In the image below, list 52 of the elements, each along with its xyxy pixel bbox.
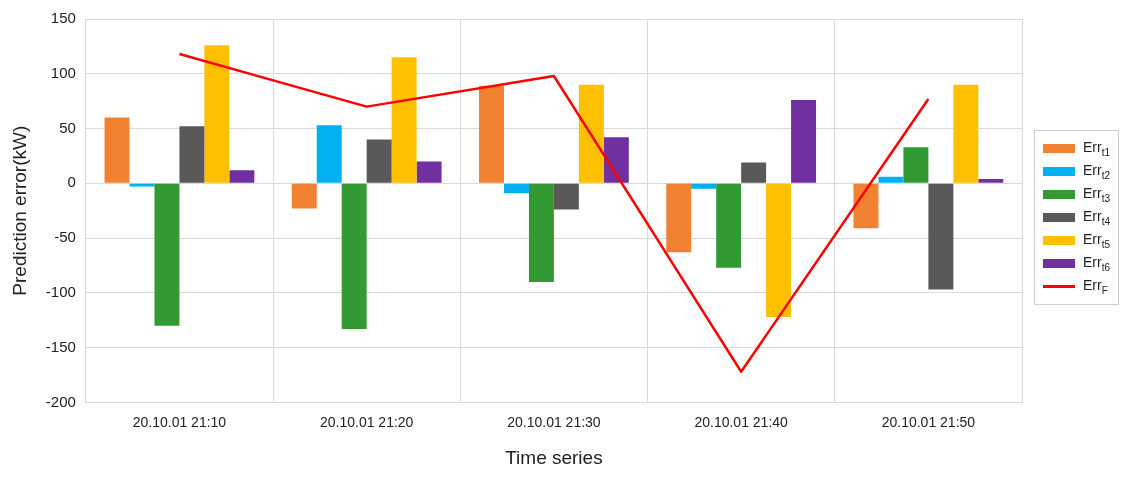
- y-tick-label: -150: [45, 337, 76, 355]
- legend-label: Err$_{t4}$: [1083, 208, 1111, 227]
- y-axis-title: Prediction error(kW): [8, 125, 30, 296]
- bar: [928, 183, 954, 290]
- legend-label: Err$_{t2}$: [1083, 162, 1111, 181]
- bar: [341, 183, 367, 330]
- bar: [716, 183, 742, 268]
- legend-label: Err$_{F}$: [1083, 277, 1108, 296]
- bar: [204, 45, 230, 183]
- bar: [603, 137, 629, 183]
- y-tick-label: -50: [54, 228, 76, 246]
- bar: [391, 57, 417, 183]
- x-tick-label: 20.10.01 21:10: [132, 413, 227, 430]
- bar: [903, 147, 929, 183]
- bar: [316, 125, 342, 183]
- y-tick-label: -100: [45, 283, 76, 300]
- bar: [953, 84, 979, 183]
- y-tick-label: -200: [45, 392, 76, 410]
- bar: [104, 117, 130, 183]
- bar: [878, 176, 904, 183]
- bar: [528, 183, 554, 282]
- y-tick-label: 150: [50, 9, 76, 27]
- legend-label: Err$_{t3}$: [1083, 185, 1111, 204]
- legend-label: Err$_{t1}$: [1083, 139, 1111, 158]
- bar: [416, 161, 442, 183]
- bar: [154, 183, 180, 326]
- x-tick-label: 20.10.01 21:50: [881, 413, 976, 430]
- bar: [553, 183, 579, 210]
- y-tick-label: 100: [50, 63, 76, 81]
- bar: [366, 139, 392, 183]
- x-tick-label: 20.10.01 21:20: [319, 413, 414, 430]
- bar: [741, 162, 767, 183]
- legend-label: Err$_{t6}$: [1083, 254, 1111, 273]
- bar: [691, 183, 717, 189]
- bar: [791, 100, 817, 183]
- bar: [291, 183, 317, 209]
- x-tick-label: 20.10.01 21:40: [694, 413, 789, 430]
- bar: [978, 178, 1004, 183]
- bar: [129, 183, 155, 187]
- y-tick-label: 50: [59, 118, 76, 136]
- legend-label: Err$_{t5}$: [1083, 231, 1111, 250]
- bar: [479, 85, 504, 183]
- bar: [229, 170, 255, 183]
- bar: [853, 183, 879, 229]
- bar: [666, 183, 692, 253]
- bar: [503, 183, 529, 194]
- x-axis-title: Time series: [505, 446, 603, 468]
- bar: [179, 126, 205, 183]
- y-tick-label: 0: [67, 173, 76, 191]
- bar: [578, 84, 604, 183]
- bar: [766, 183, 792, 317]
- x-tick-label: 20.10.01 21:30: [507, 413, 601, 430]
